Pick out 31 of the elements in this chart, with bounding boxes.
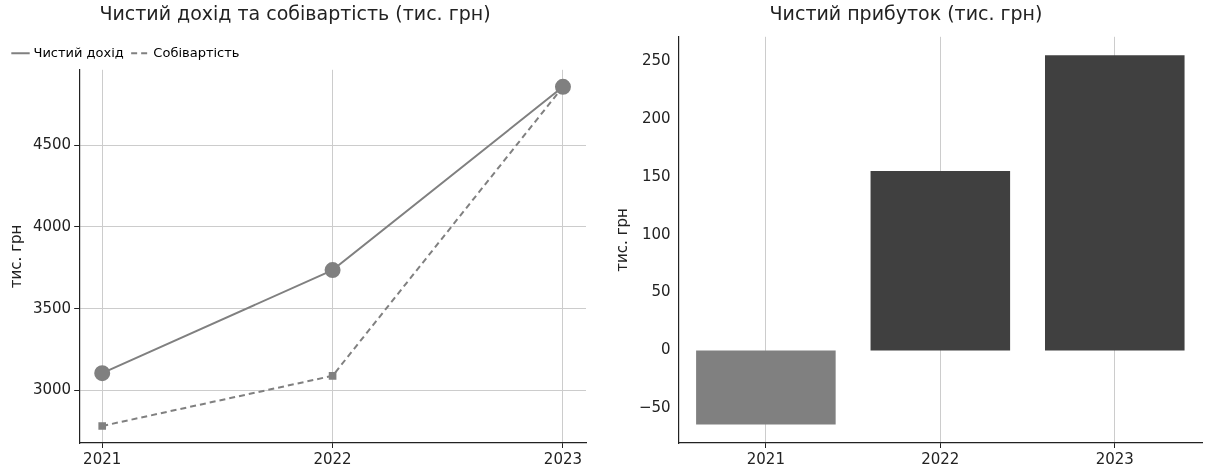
point — [98, 422, 107, 430]
x-tick-label: 2021 — [746, 449, 785, 468]
x-tick-label: 2022 — [313, 449, 352, 468]
y-tick-label: −50 — [639, 398, 671, 417]
bar — [870, 171, 1011, 351]
y-tick-label: 4500 — [32, 135, 72, 154]
point — [324, 262, 341, 279]
y-tick-label: 150 — [642, 166, 671, 185]
legend-label: Чистий дохід — [33, 44, 124, 60]
bar — [696, 350, 836, 425]
point — [554, 78, 571, 95]
bar — [1045, 55, 1185, 351]
y-axis-title: тис. грн — [6, 224, 25, 289]
y-tick-label: 3000 — [32, 380, 72, 399]
y-tick-label: 100 — [642, 224, 671, 243]
chart-title: Чистий прибуток (тис. грн) — [769, 2, 1043, 25]
point — [328, 371, 337, 380]
y-tick-label: 50 — [651, 282, 671, 301]
x-tick-label: 2023 — [543, 449, 583, 468]
y-tick-label: 0 — [661, 340, 671, 359]
y-tick-label: 4000 — [32, 216, 72, 235]
legend-label: Собівартість — [153, 44, 240, 60]
x-tick-label: 2022 — [921, 449, 960, 468]
point — [94, 365, 111, 382]
x-tick-label: 2021 — [83, 449, 122, 468]
y-axis-title: тис. грн — [612, 208, 631, 272]
y-tick-label: 250 — [642, 50, 671, 69]
x-tick-label: 2023 — [1095, 449, 1134, 468]
y-tick-label: 3500 — [32, 298, 72, 317]
chart-title: Чистий дохід та собівартість (тис. грн) — [99, 2, 491, 25]
y-tick-label: 200 — [642, 108, 671, 127]
